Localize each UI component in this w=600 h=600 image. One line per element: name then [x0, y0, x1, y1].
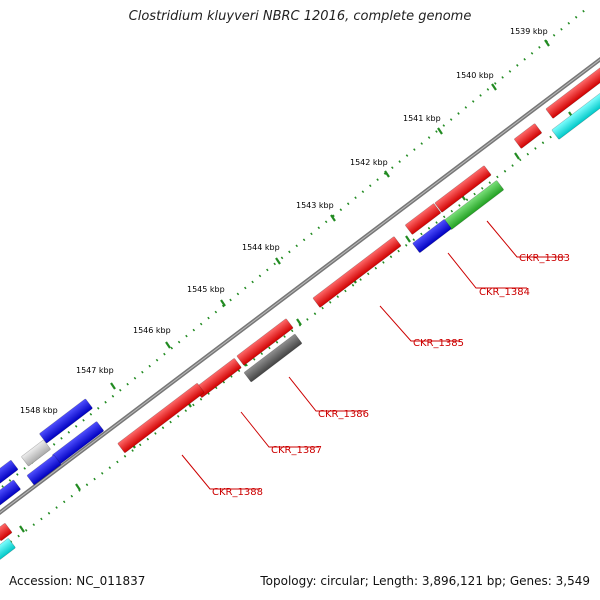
gene-label[interactable]: CKR_1384: [479, 287, 530, 298]
scale-label: 1540 kbp: [456, 71, 494, 80]
scale-label: 1541 kbp: [403, 114, 441, 123]
gene-leader-line: [240, 411, 319, 448]
gene-leader-line: [447, 252, 527, 289]
gene-feature-blue: [39, 398, 93, 444]
scale-tick: [330, 214, 336, 222]
scale-tick: [75, 483, 81, 491]
scale-tick: [491, 83, 497, 91]
gene-leaders: [181, 220, 565, 490]
gene-leader-line: [486, 220, 565, 258]
scale-tick: [165, 341, 171, 349]
gene-feature-red: [434, 165, 492, 213]
scale-label: 1546 kbp: [133, 326, 171, 335]
gene-leader-line: [288, 376, 366, 412]
gene-feature-red: [0, 523, 13, 541]
scale-label: 1545 kbp: [187, 285, 225, 294]
gene-feature-red: [236, 318, 294, 366]
scale-label: 1547 kbp: [76, 366, 114, 375]
scale-labels: 1539 kbp 1540 kbp 1541 kbp 1542 kbp 1543 kbp…: [20, 27, 548, 415]
scale-label: 1539 kbp: [510, 27, 548, 36]
scale-track-inner: [0, 99, 600, 552]
gene-feature-red: [405, 203, 441, 235]
map-title: Clostridium kluyveri NBRC 12016, complet…: [128, 9, 472, 24]
scale-label: 1548 kbp: [20, 406, 58, 415]
gene-label[interactable]: CKR_1385: [413, 338, 464, 349]
scale-major-ticks: [54, 39, 550, 430]
scale-tick: [296, 318, 302, 326]
gene-feature-gray: [243, 333, 303, 383]
scale-label: 1542 kbp: [350, 158, 388, 167]
scale-tick: [437, 127, 443, 135]
scale-tick: [110, 382, 116, 390]
gene-feature-blue: [412, 219, 452, 253]
gene-label[interactable]: CKR_1387: [271, 445, 322, 456]
gene-leader-line: [379, 305, 460, 342]
scale-tick: [275, 257, 281, 265]
gene-feature-red: [117, 383, 205, 453]
genome-backbone-highlight: [0, 58, 600, 514]
scale-track-outer: [0, 9, 586, 491]
gene-feature-cyan: [551, 92, 600, 140]
gene-features: [0, 65, 600, 560]
gene-label[interactable]: CKR_1386: [318, 409, 369, 420]
scale-tick: [220, 299, 226, 307]
scale-tick: [384, 170, 390, 178]
gene-feature-red: [312, 236, 402, 308]
scale-tick: [544, 39, 550, 47]
genome-summary-text: Topology: circular; Length: 3,896,121 bp…: [260, 574, 590, 588]
scale-tick: [405, 235, 411, 243]
gene-label[interactable]: CKR_1388: [212, 487, 263, 498]
scale-tick: [514, 152, 520, 160]
gene-leader-line: [181, 454, 260, 490]
accession-text: Accession: NC_011837: [9, 574, 146, 588]
gene-feature-cyan: [0, 538, 16, 560]
gene-feature-blue: [0, 479, 21, 507]
gene-label[interactable]: CKR_1383: [519, 253, 570, 264]
gene-feature-blue: [0, 460, 19, 484]
scale-label: 1543 kbp: [296, 201, 334, 210]
gene-feature-red: [545, 65, 600, 119]
scale-label: 1544 kbp: [242, 243, 280, 252]
gene-label-group: CKR_1383 CKR_1384 CKR_1385 CKR_1386 CKR_1387…: [212, 253, 570, 498]
scale-tick: [19, 525, 25, 533]
gene-feature-light: [21, 439, 51, 467]
gene-feature-red: [514, 123, 542, 149]
gene-feature-blue: [26, 455, 62, 485]
